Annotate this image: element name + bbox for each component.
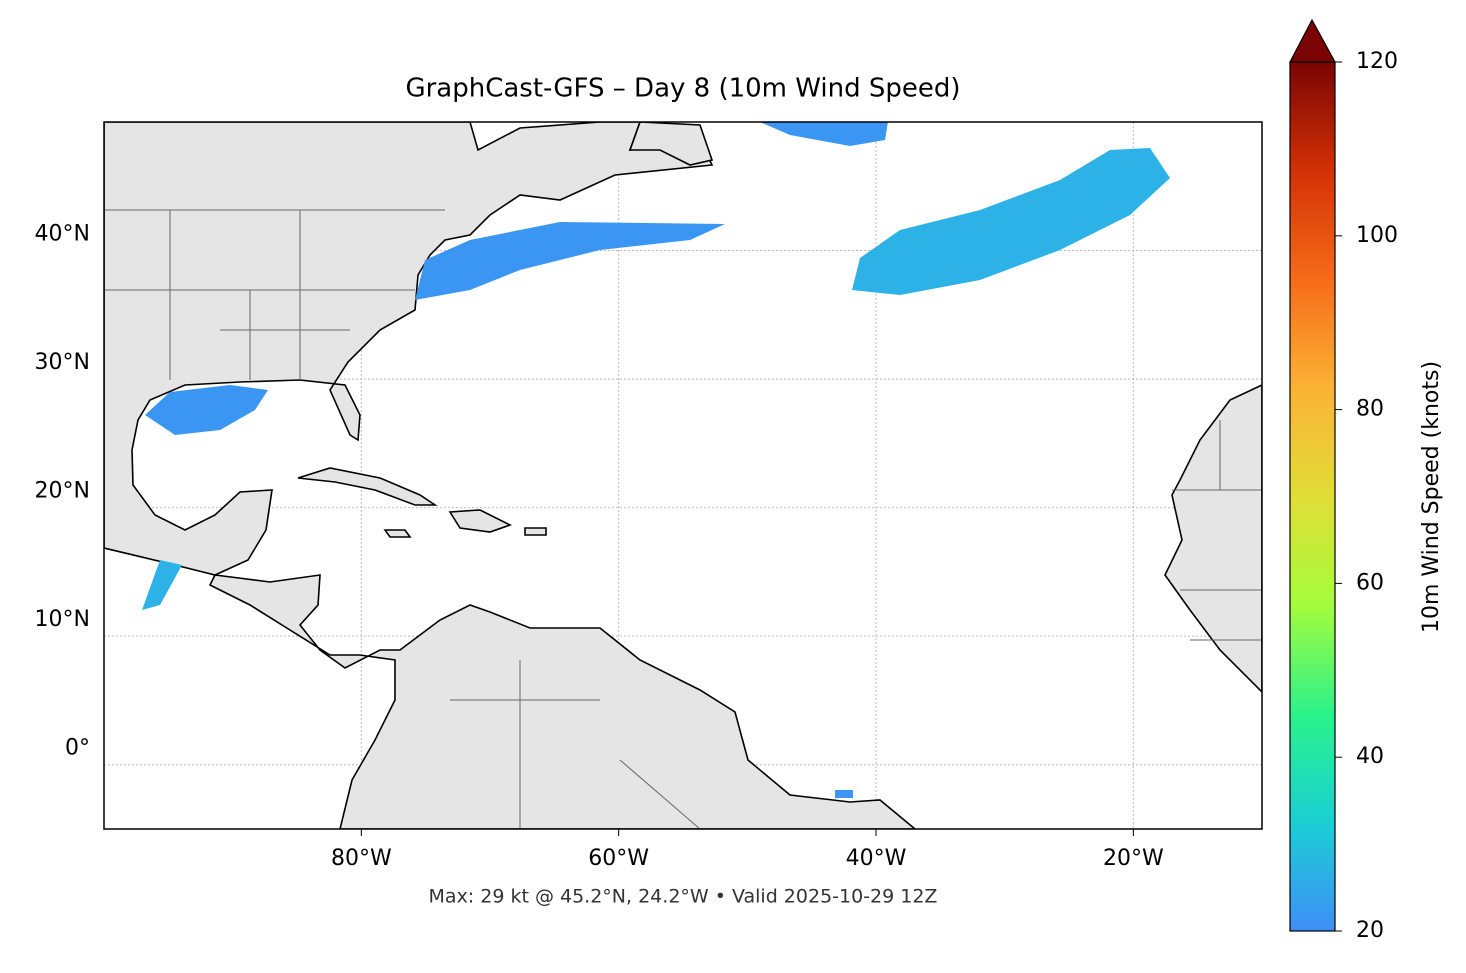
wind-swath xyxy=(145,385,268,435)
y-tick-label: 20°N xyxy=(35,479,90,504)
wind-swath xyxy=(142,560,182,610)
map-area xyxy=(104,122,1262,829)
colorbar-tick-label: 40 xyxy=(1356,744,1384,769)
x-tick-label: 80°W xyxy=(331,846,392,871)
hispaniola xyxy=(448,509,513,533)
puerto-rico xyxy=(524,527,547,536)
colorbar-tick-label: 20 xyxy=(1356,918,1384,943)
colorbar-tick-label: 80 xyxy=(1356,397,1384,422)
y-tick-label: 0° xyxy=(65,736,90,761)
jamaica xyxy=(383,529,412,538)
wind-swath xyxy=(852,148,1170,295)
x-tick-label: 60°W xyxy=(588,846,649,871)
africa xyxy=(1164,384,1262,694)
colorbar-label: 10m Wind Speed (knots) xyxy=(1419,361,1444,633)
wind-swath xyxy=(415,222,725,300)
wind-swath xyxy=(835,790,853,798)
map-title: GraphCast-GFS – Day 8 (10m Wind Speed) xyxy=(405,74,960,104)
colorbar-tick-label: 120 xyxy=(1356,49,1398,74)
x-tick-label: 40°W xyxy=(846,846,907,871)
wind-swath xyxy=(760,122,888,146)
y-tick-label: 10°N xyxy=(35,607,90,632)
north-america xyxy=(104,122,714,576)
y-tick-label: 40°N xyxy=(35,222,90,247)
colorbar xyxy=(1289,61,1336,932)
map-frame xyxy=(103,121,1263,830)
colorbar-tick-label: 100 xyxy=(1356,223,1398,248)
newfoundland xyxy=(628,122,714,166)
central-south-america xyxy=(208,574,917,829)
state-borders xyxy=(104,209,1262,829)
colorbar-extension xyxy=(1289,18,1337,63)
y-tick-label: 30°N xyxy=(35,350,90,375)
footer-note: Max: 29 kt @ 45.2°N, 24.2°W • Valid 2025… xyxy=(429,886,938,908)
colorbar-tick-label: 60 xyxy=(1356,570,1384,595)
x-tick-label: 20°W xyxy=(1103,846,1164,871)
cuba xyxy=(297,467,438,506)
